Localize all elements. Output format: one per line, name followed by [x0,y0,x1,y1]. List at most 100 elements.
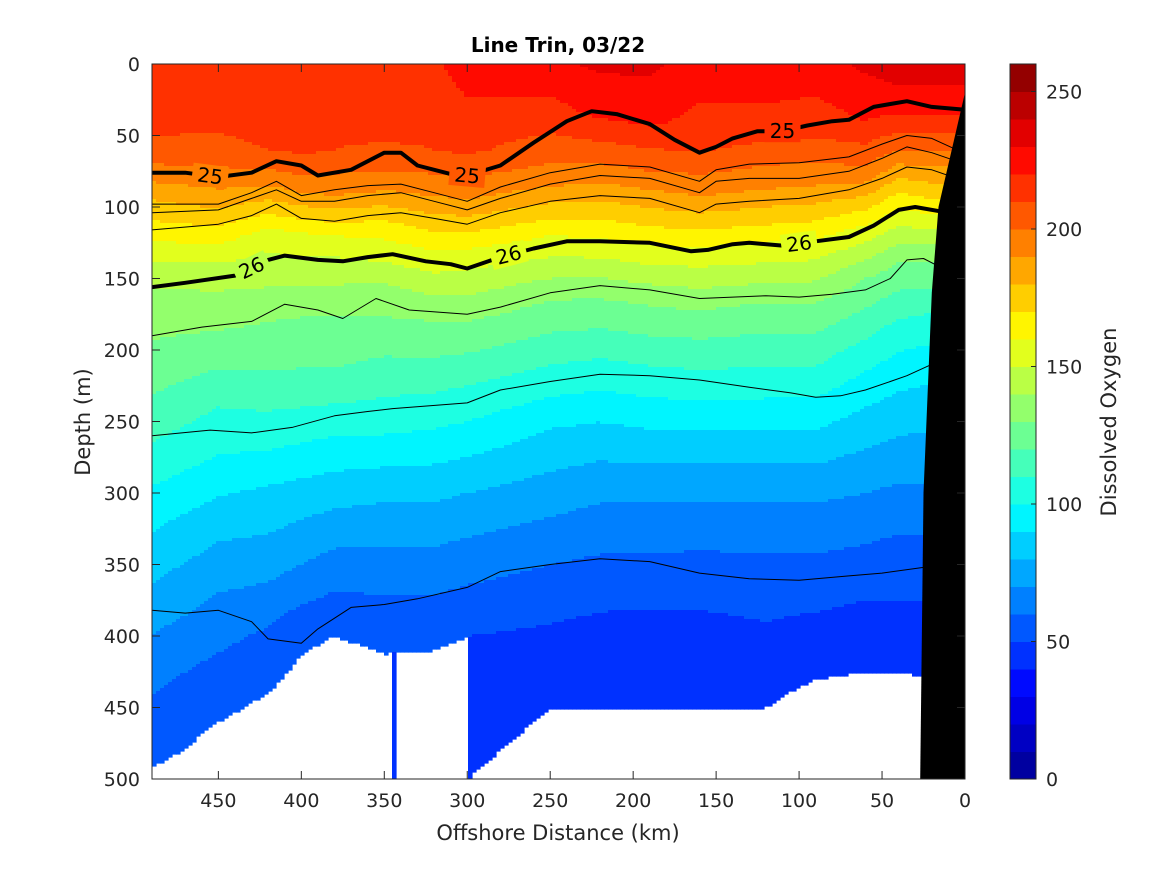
oxygen-band-cell [192,421,197,467]
oxygen-band-cell [460,178,465,200]
oxygen-band-cell [612,391,617,425]
isopycnal-line [152,363,949,437]
oxygen-band-cell [908,484,913,536]
oxygen-band-cell [276,172,281,188]
oxygen-band-cell [736,367,741,401]
oxygen-band-cell [268,322,273,371]
oxygen-band-cell [272,253,277,287]
oxygen-band-cell [640,169,645,191]
oxygen-band-cell [876,205,881,221]
oxygen-band-cell [768,463,773,503]
oxygen-band-cell [532,97,537,137]
oxygen-band-cell [396,502,401,548]
oxygen-band-cell [932,133,937,152]
oxygen-band-cell [896,244,901,263]
oxygen-band-cell [412,172,417,194]
oxygen-band-cell [768,397,773,431]
oxygen-band-cell [328,235,333,257]
oxygen-band-cell [208,187,213,209]
oxygen-band-cell [620,205,625,224]
oxygen-band-cell [416,595,421,653]
oxygen-band-cell [740,463,745,503]
oxygen-band-cell [572,511,577,560]
colorbar-tick-label: 50 [1046,632,1070,654]
oxygen-band-cell [744,463,749,503]
oxygen-band-cell [260,322,265,371]
oxygen-band-cell [644,172,649,191]
oxygen-band-cell [320,235,325,257]
oxygen-band-cell [820,184,825,203]
oxygen-band-cell [528,205,533,224]
oxygen-band-cell [604,118,609,143]
oxygen-band-cell [248,187,253,203]
oxygen-band-cell [608,142,613,167]
oxygen-band-cell [164,241,169,263]
oxygen-band-cell [892,355,897,395]
oxygen-band-cell [784,502,789,554]
oxygen-band-cell [468,322,473,353]
oxygen-band-cell [852,166,857,185]
oxygen-band-cell [220,190,225,209]
oxygen-band-cell [548,280,553,302]
oxygen-band-cell [752,304,757,335]
oxygen-band-cell [384,547,389,596]
oxygen-band-cell [840,199,845,215]
oxygen-band-cell [664,286,669,308]
oxygen-band-cell [404,547,409,596]
oxygen-band-cell [444,427,449,464]
oxygen-band-cell [328,196,333,209]
oxygen-band-cell [576,298,581,332]
oxygen-band-cell [364,547,369,596]
oxygen-band-cell [860,409,865,452]
oxygen-band-cell [428,547,433,596]
oxygen-band-cell [664,64,669,125]
oxygen-band-cell [856,142,861,167]
oxygen-band-cell [272,409,277,449]
oxygen-band-cell [524,223,529,242]
oxygen-band-cell [744,244,749,266]
oxygen-band-cell [564,394,569,428]
oxygen-band-cell [596,505,601,557]
oxygen-band-cell [532,166,537,191]
oxygen-band-cell [168,136,173,167]
oxygen-band-cell [264,148,269,170]
oxygen-band-cell [856,283,861,314]
oxygen-band-cell [160,184,165,203]
oxygen-band-cell [644,397,649,431]
oxygen-band-cell [344,547,349,593]
oxygen-band-cell [508,262,513,287]
oxygen-band-cell [924,64,929,86]
oxygen-band-cell [700,550,705,611]
oxygen-band-cell [180,472,185,515]
oxygen-band-cell [732,337,737,368]
oxygen-band-cell [916,388,921,434]
oxygen-band-cell [528,97,533,137]
oxygen-band-cell [600,328,605,359]
oxygen-band-cell [236,139,241,170]
oxygen-band-cell [608,280,613,302]
oxygen-band-cell [428,214,433,233]
oxygen-band-cell [376,172,381,191]
oxygen-band-cell [176,184,181,206]
oxygen-band-cell [184,184,189,206]
y-tick-label: 400 [104,626,140,648]
oxygen-band-cell [508,172,513,194]
oxygen-band-cell [960,85,965,116]
oxygen-band-cell [176,223,181,245]
oxygen-band-cell [472,268,477,296]
oxygen-band-cell [528,436,533,479]
oxygen-band-cell [772,502,777,554]
oxygen-band-cell [732,265,737,287]
oxygen-band-cell [328,550,333,593]
oxygen-band-cell [856,547,861,602]
oxygen-band-cell [160,436,165,482]
oxygen-band-cell [236,328,241,371]
oxygen-band-cell [580,163,585,185]
oxygen-band-cell [216,541,221,593]
oxygen-band-cell [392,319,397,359]
oxygen-band-cell [676,337,681,368]
oxygen-band-cell [560,202,565,221]
oxygen-band-cell [252,202,257,218]
oxygen-band-cell [628,262,633,284]
oxygen-band-cell [580,139,585,164]
